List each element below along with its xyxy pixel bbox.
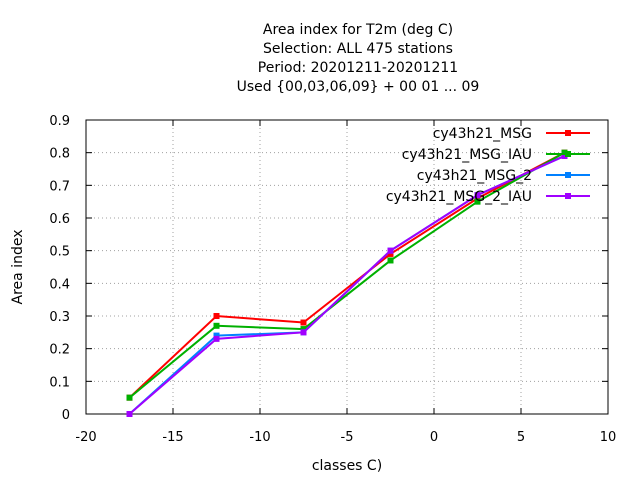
legend: cy43h21_MSG cy43h21_MSG_IAU cy43h21_MSG_2c…: [386, 126, 590, 205]
y-tick-label: 0.3: [49, 310, 70, 325]
x-tick-label: 0: [430, 430, 438, 445]
data-point: [213, 313, 220, 319]
title-line-3: Period: 20201211-20201211: [258, 60, 458, 76]
data-point: [126, 411, 133, 417]
title-line-2: Selection: ALL 475 stations: [263, 41, 453, 57]
y-tick-label: 0.9: [49, 114, 70, 129]
legend-label: cy43h21_MSG_2: [417, 168, 532, 184]
y-tick-label: 0.4: [49, 277, 70, 292]
data-point: [213, 335, 220, 342]
y-tick-label: 0.6: [49, 212, 70, 227]
y-tick-label: 0.5: [49, 245, 70, 260]
data-point: [387, 247, 394, 254]
legend-swatch-marker: [565, 172, 571, 178]
legend-swatch-marker: [565, 151, 571, 157]
x-tick-label: -20: [75, 430, 96, 445]
legend-swatch-marker: [565, 193, 571, 199]
y-tick-label: 0: [62, 408, 70, 423]
y-tick-label: 0.2: [49, 343, 70, 358]
y-tick-label: 0.7: [49, 179, 70, 194]
data-point: [561, 152, 568, 159]
data-point: [561, 149, 568, 156]
series-line-4: [128, 155, 565, 415]
series-lines: [126, 149, 568, 417]
y-tick-label: 0.1: [49, 375, 70, 390]
x-tick-label: -5: [341, 430, 354, 445]
x-tick-label: 10: [600, 430, 617, 445]
x-tick-label: 5: [517, 430, 525, 445]
title-line-4: Used {00,03,06,09} + 00 01 ... 09: [237, 79, 480, 95]
y-axis-label: Area index: [10, 230, 26, 305]
data-point: [213, 332, 220, 339]
legend-swatch-marker: [565, 130, 571, 136]
legend-label: cy43h21_MSG_2_IAU: [386, 189, 532, 205]
data-point: [474, 195, 481, 202]
data-point: [474, 192, 481, 199]
data-point: [387, 250, 394, 257]
data-point: [126, 394, 133, 401]
data-point: [474, 198, 481, 205]
title-line-1: Area index for T2m (deg C): [263, 22, 453, 38]
y-tick-label: 0.8: [49, 147, 70, 162]
data-point: [213, 322, 220, 329]
data-point: [300, 326, 307, 333]
legend-label: cy43h21_MSG: [433, 126, 532, 142]
data-point: [300, 319, 307, 326]
chart-title: Area index for T2m (deg C) Selection: ALL…: [237, 22, 480, 95]
grid-lines: [86, 120, 608, 414]
x-tick-label: -15: [162, 430, 183, 445]
axis-ticks: -20 -15 -10 -5 0 5 10 0 0.1 0.2 0.3 0.4 0.5 0.6 0.7 0.8…: [49, 114, 616, 445]
series-line-1: [128, 151, 565, 399]
x-tick-label: -10: [249, 430, 270, 445]
data-point: [300, 329, 307, 336]
legend-label: cy43h21_MSG_IAU: [402, 147, 532, 163]
series-line-2: [128, 151, 565, 399]
data-point: [387, 257, 394, 264]
x-axis-label: classes C): [312, 458, 382, 474]
